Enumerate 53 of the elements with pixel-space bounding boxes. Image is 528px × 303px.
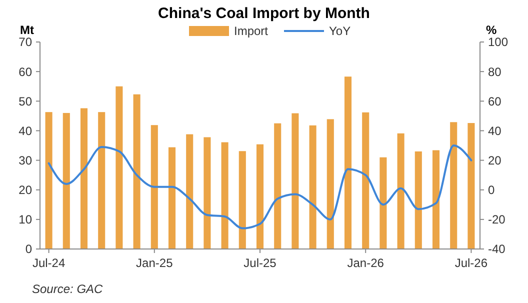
y2-tick-label: 60 — [488, 94, 502, 108]
bar — [326, 119, 334, 249]
bar — [45, 112, 52, 249]
bar — [380, 157, 387, 249]
x-tick-label: Jul-26 — [454, 256, 488, 270]
bar — [362, 112, 370, 249]
bar — [468, 123, 475, 249]
bar — [150, 125, 158, 249]
y-axis-title: Mt — [20, 23, 34, 37]
y-tick-label: 50 — [18, 94, 32, 108]
bar — [432, 150, 440, 249]
bar — [256, 144, 264, 249]
bar — [204, 137, 211, 249]
bar — [186, 134, 194, 249]
legend-label: YoY — [329, 24, 351, 38]
bar — [98, 112, 106, 249]
y2-axis-title: % — [486, 23, 497, 37]
bar — [344, 76, 352, 249]
y2-tick-label: 100 — [488, 35, 508, 50]
x-tick-label: Jan-25 — [136, 256, 174, 270]
bar — [62, 112, 70, 249]
bar — [80, 108, 88, 249]
y2-tick-label: 0 — [488, 183, 495, 198]
bar — [397, 133, 404, 249]
y2-tick-label: -20 — [488, 212, 506, 227]
bar — [274, 123, 282, 249]
y-tick-label: 60 — [18, 64, 32, 79]
bar — [221, 142, 228, 249]
chart-title: China's Coal Import by Month — [158, 5, 370, 22]
y-tick-label: 40 — [18, 124, 32, 138]
bar — [292, 113, 299, 249]
bar — [450, 122, 458, 249]
y2-tick-label: 40 — [488, 124, 502, 138]
legend-label: Import — [234, 24, 269, 38]
y2-tick-label: -40 — [488, 242, 506, 256]
bar — [133, 94, 140, 249]
source-note: Source: GAC — [32, 282, 104, 296]
line-series — [48, 144, 472, 230]
bar — [309, 125, 316, 249]
y-tick-label: 20 — [18, 183, 32, 198]
bar — [238, 151, 246, 249]
y-tick-label: 10 — [18, 212, 32, 227]
x-tick-label: Jul-25 — [244, 256, 277, 270]
bar — [414, 151, 422, 249]
y-tick-label: 0 — [25, 242, 32, 256]
x-tick-label: Jul-24 — [32, 256, 66, 270]
y-tick-label: 30 — [18, 153, 32, 168]
bar — [116, 86, 123, 249]
x-tick-label: Jan-26 — [347, 256, 384, 270]
y2-tick-label: 20 — [488, 153, 502, 168]
y-tick-label: 70 — [18, 35, 32, 50]
bar — [168, 147, 176, 249]
y2-tick-label: 80 — [488, 64, 502, 79]
